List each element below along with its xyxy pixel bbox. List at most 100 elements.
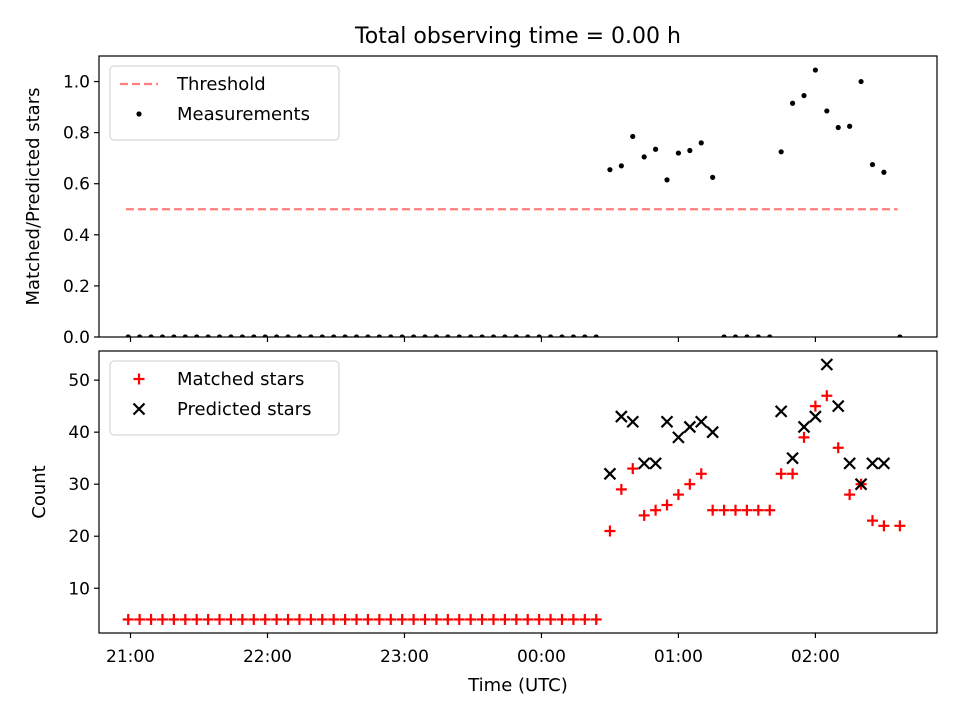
matched-star-point bbox=[590, 613, 602, 625]
matched-star-point bbox=[707, 504, 719, 516]
matched-star-point bbox=[787, 468, 799, 480]
measurement-point bbox=[824, 108, 830, 114]
measurement-point bbox=[410, 334, 417, 337]
top-legend: Threshold Measurements bbox=[109, 65, 340, 141]
measurement-point bbox=[353, 334, 360, 337]
x-tick-label: 22:00 bbox=[243, 647, 292, 667]
bottom-axes-frame bbox=[98, 350, 938, 634]
measurement-point bbox=[262, 334, 268, 337]
matched-star-point bbox=[638, 509, 650, 521]
predicted-star-point bbox=[683, 420, 697, 434]
measurement-point bbox=[216, 334, 223, 337]
measurement-point bbox=[445, 334, 451, 337]
bottom-y-tick-label: 20 bbox=[68, 527, 90, 547]
measurement-point bbox=[399, 334, 405, 337]
predicted-star-point bbox=[649, 457, 662, 470]
matched-star-point bbox=[396, 613, 408, 625]
matched-star-point bbox=[866, 515, 878, 527]
chart-title: Total observing time = 0.00 h bbox=[354, 24, 681, 49]
measurement-point bbox=[858, 78, 864, 85]
measurement-point bbox=[582, 334, 588, 337]
matched-star-point bbox=[844, 489, 856, 501]
bottom-series-x bbox=[603, 358, 891, 491]
top-series-dot bbox=[125, 67, 903, 337]
measurement-point bbox=[789, 100, 796, 106]
matched-star-point bbox=[293, 613, 305, 625]
bottom-plot-area bbox=[122, 358, 906, 625]
predicted-star-point bbox=[831, 399, 845, 413]
matched-star-point bbox=[145, 613, 157, 625]
top-axes-frame bbox=[98, 55, 938, 338]
measurement-point bbox=[618, 163, 624, 169]
predicted-star-point bbox=[626, 415, 640, 429]
top-y-axis-label: Matched/Predicted stars bbox=[23, 88, 44, 306]
predicted-star-point bbox=[809, 410, 822, 423]
bottom-y-tick-label: 10 bbox=[68, 579, 90, 599]
measurement-point bbox=[468, 334, 474, 337]
x-tick-label: 21:00 bbox=[106, 647, 155, 667]
measurement-point bbox=[433, 334, 440, 337]
predicted-star-point bbox=[637, 457, 651, 470]
measurement-point bbox=[285, 334, 291, 337]
legend-x-swatch bbox=[132, 402, 146, 416]
measurement-point bbox=[778, 149, 784, 155]
matched-star-point bbox=[202, 613, 214, 625]
matched-star-point bbox=[627, 463, 639, 475]
measurement-point bbox=[767, 334, 773, 337]
measurement-point bbox=[148, 334, 154, 337]
bottom-legend-label: Matched stars bbox=[177, 369, 304, 390]
measurement-point bbox=[388, 334, 394, 337]
matched-star-point bbox=[191, 613, 203, 625]
x-tick-label: 23:00 bbox=[380, 647, 429, 667]
matched-star-point bbox=[752, 504, 764, 516]
measurement-point bbox=[881, 169, 887, 175]
bottom-legend-box bbox=[109, 360, 340, 436]
measurement-point bbox=[239, 334, 245, 337]
measurement-point bbox=[422, 334, 428, 337]
top-legend-box bbox=[109, 65, 340, 141]
matched-star-point bbox=[179, 613, 191, 625]
top-plot-area bbox=[125, 67, 903, 337]
measurement-point bbox=[721, 334, 727, 337]
measurement-point bbox=[331, 334, 337, 337]
bottom-legend: Matched stars Predicted stars bbox=[109, 360, 340, 436]
measurement-point bbox=[664, 177, 670, 183]
matched-star-point bbox=[408, 613, 420, 625]
bottom-series-plus bbox=[122, 390, 906, 625]
predicted-star-point bbox=[774, 405, 788, 418]
measurement-point bbox=[513, 334, 519, 337]
matched-star-point bbox=[328, 613, 340, 625]
measurement-point bbox=[593, 334, 599, 337]
measurement-point bbox=[365, 334, 371, 337]
top-y-tick-label: 0.4 bbox=[63, 226, 90, 246]
top-y-tick-label: 0.2 bbox=[63, 277, 90, 297]
measurement-point bbox=[274, 334, 280, 337]
legend-plus-swatch bbox=[133, 373, 145, 385]
matched-star-point bbox=[316, 613, 328, 625]
top-y-tick-label: 1.0 bbox=[63, 73, 90, 93]
predicted-star-point bbox=[843, 457, 856, 470]
matched-star-point bbox=[604, 525, 616, 537]
matched-star-point bbox=[894, 520, 906, 532]
predicted-star-point bbox=[615, 410, 628, 423]
matched-star-point bbox=[499, 613, 511, 625]
measurement-point bbox=[607, 167, 613, 173]
measurement-point bbox=[812, 67, 819, 73]
matched-star-point bbox=[236, 613, 248, 625]
matched-star-point bbox=[579, 613, 591, 625]
predicted-star-point bbox=[866, 457, 879, 470]
matched-star-point bbox=[510, 613, 522, 625]
matched-star-point bbox=[122, 613, 134, 625]
matched-star-point bbox=[764, 504, 776, 516]
measurement-point bbox=[570, 334, 577, 337]
measurement-point bbox=[630, 133, 636, 140]
matched-star-point bbox=[134, 613, 146, 625]
legend-dot-swatch bbox=[136, 111, 142, 117]
matched-star-point bbox=[684, 478, 696, 490]
measurement-point bbox=[536, 334, 542, 337]
matched-star-point bbox=[718, 504, 730, 516]
matched-star-point bbox=[821, 390, 833, 402]
matched-star-point bbox=[373, 613, 385, 625]
matched-star-point bbox=[214, 613, 226, 625]
matched-star-point bbox=[832, 442, 844, 454]
